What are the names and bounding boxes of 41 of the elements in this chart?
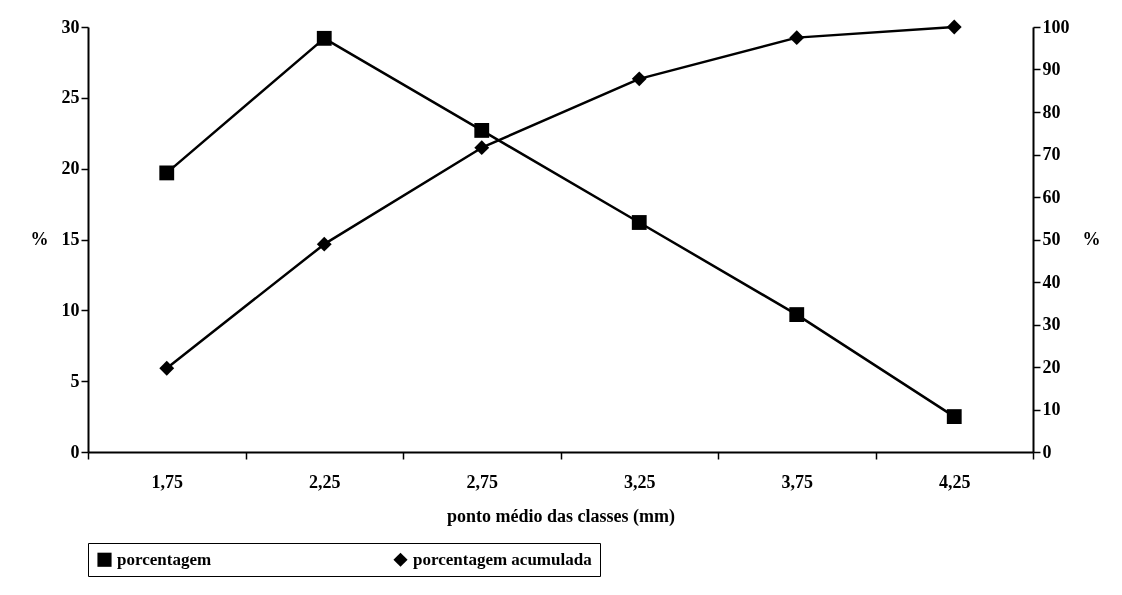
point <box>789 307 805 322</box>
y2-axis-title: % <box>1082 229 1101 249</box>
point <box>159 360 175 376</box>
y-tick-label: 30 <box>61 16 80 37</box>
y-tick-label: 25 <box>61 87 80 108</box>
y2-tick-label: 30 <box>1042 314 1061 334</box>
point <box>631 215 647 230</box>
y2-tick-label: 40 <box>1042 271 1061 292</box>
x-tick-label: 2,75 <box>466 471 498 492</box>
legend-label: porcentagem <box>117 549 212 569</box>
point <box>631 71 647 87</box>
y2-tick-label: 70 <box>1042 144 1061 164</box>
y2-tick-label: 20 <box>1042 356 1061 377</box>
y-tick-label: 0 <box>70 441 80 462</box>
x-tick-label: 3,25 <box>624 471 656 492</box>
point <box>316 236 332 252</box>
y-axis-title: % <box>30 229 49 249</box>
point <box>946 19 962 35</box>
y-tick-label: 15 <box>61 229 80 249</box>
point <box>789 30 805 46</box>
x-tick-label: 3,75 <box>781 471 813 492</box>
legend-label: porcentagem acumulada <box>413 549 593 569</box>
point <box>159 165 175 181</box>
point <box>474 140 490 156</box>
y2-tick-label: 0 <box>1042 441 1052 462</box>
y2-tick-label: 50 <box>1042 229 1061 249</box>
point <box>316 30 332 46</box>
y2-tick-label: 100 <box>1042 16 1070 37</box>
x-tick-label: 1,75 <box>151 471 183 492</box>
point <box>946 409 962 424</box>
y-tick-label: 5 <box>70 370 80 391</box>
y2-tick-label: 10 <box>1042 399 1061 419</box>
x-tick-label: 2,25 <box>309 471 341 492</box>
y2-tick-label: 60 <box>1042 186 1061 207</box>
y2-tick-label: 90 <box>1042 59 1061 79</box>
x-tick-label: 4,25 <box>939 471 971 492</box>
x-axis-title: ponto médio das classes (mm) <box>447 505 675 527</box>
y-tick-label: 10 <box>61 299 80 320</box>
y-tick-label: 20 <box>61 158 80 179</box>
point <box>474 123 490 138</box>
y2-tick-label: 80 <box>1042 101 1061 122</box>
